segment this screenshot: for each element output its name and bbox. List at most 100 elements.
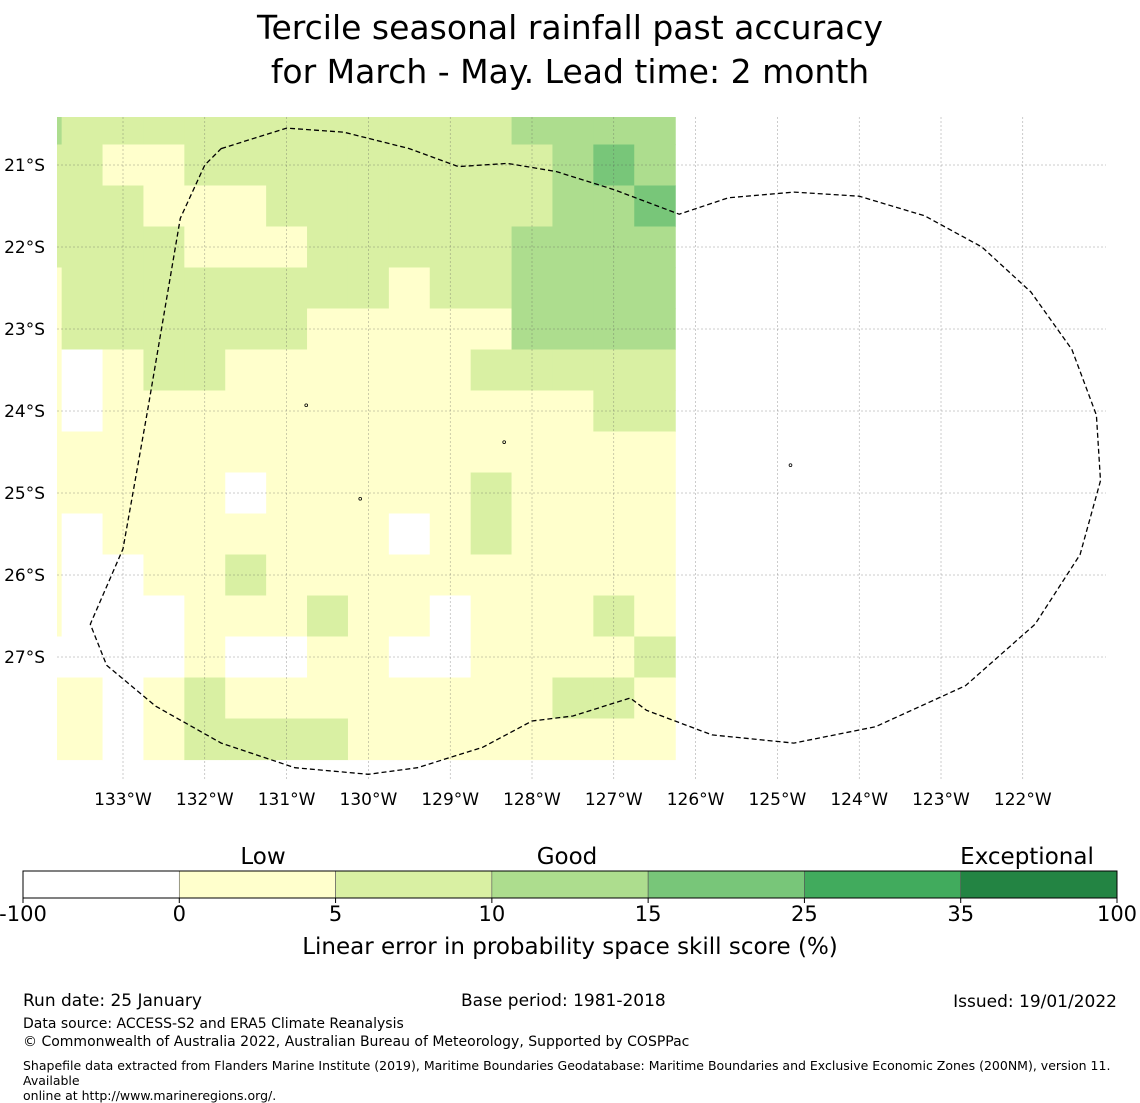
grid-cell — [429, 431, 472, 474]
grid-cell — [57, 677, 63, 720]
grid-cell — [634, 595, 676, 638]
longitude-labels: 133°W 132°W 131°W 130°W 129°W 128°W 127°W 126°W… — [94, 790, 1052, 810]
grid-cell — [57, 718, 63, 761]
colorbar-tick-label: 0 — [173, 902, 186, 926]
grid-cell — [552, 117, 594, 146]
grid-cell — [225, 472, 267, 515]
grid-cell — [307, 267, 349, 310]
grid-cell — [634, 718, 676, 761]
grid-cell — [307, 431, 349, 474]
latitude-label: 21°S — [4, 156, 45, 176]
grid-cell — [552, 554, 594, 597]
grid-cell — [470, 117, 513, 146]
grid-cell — [184, 513, 226, 556]
grid-cell — [143, 226, 185, 269]
grid-cell — [184, 636, 226, 679]
grid-cell — [470, 390, 513, 433]
graticule — [57, 117, 1106, 780]
grid-cell — [593, 226, 635, 269]
grid-cell — [347, 677, 390, 720]
grid-cell — [511, 677, 554, 720]
grid-cell — [511, 554, 554, 597]
grid-cell — [552, 267, 594, 310]
grid-cell — [102, 226, 145, 269]
grid-cell — [347, 267, 390, 310]
grid-cell — [429, 349, 472, 392]
grid-cell — [102, 117, 145, 146]
grid-cell — [143, 144, 185, 187]
grid-cell — [225, 431, 267, 474]
colorbar-segment — [647, 870, 805, 899]
grid-cell — [225, 349, 267, 392]
colorbar-segment — [22, 870, 180, 899]
grid-cell — [388, 677, 431, 720]
grid-cell — [143, 718, 185, 761]
grid-cell — [347, 226, 390, 269]
longitude-label: 126°W — [667, 790, 725, 810]
colorbar-ticks: -100 0 5 10 15 25 35 100 — [0, 898, 1137, 926]
grid-cell — [429, 117, 472, 146]
grid-cell — [388, 226, 431, 269]
grid-cell — [388, 554, 431, 597]
grid-cell — [57, 308, 63, 351]
grid-cell — [102, 185, 145, 228]
grid-cell — [57, 554, 63, 597]
grid-cell — [61, 185, 104, 228]
grid-cell — [511, 472, 554, 515]
grid-cell — [429, 185, 472, 228]
longitude-label: 132°W — [176, 790, 234, 810]
grid-cell — [266, 117, 308, 146]
grid-cell — [470, 472, 513, 515]
grid-cell — [511, 718, 554, 761]
grid-cell — [225, 308, 267, 351]
grid-cell — [552, 431, 594, 474]
grid-cell — [102, 718, 145, 761]
grid-cell — [347, 308, 390, 351]
latitude-label: 22°S — [4, 238, 45, 258]
run-date: Run date: 25 January — [23, 991, 202, 1011]
islands — [304, 403, 793, 501]
grid-cell — [552, 636, 594, 679]
grid-cell — [429, 513, 472, 556]
copyright: © Commonwealth of Australia 2022, Austra… — [23, 1034, 690, 1050]
grid-cell — [470, 226, 513, 269]
grid-cell — [347, 718, 390, 761]
grid-cell — [102, 144, 145, 187]
grid-cell — [347, 636, 390, 679]
colorbar-tick-label: 5 — [329, 902, 342, 926]
colorbar-tick-label: 35 — [947, 902, 974, 926]
grid-cell — [225, 390, 267, 433]
grid-cell — [61, 472, 104, 515]
colorbar-title-low: Low — [240, 844, 285, 870]
grid-cell — [102, 308, 145, 351]
grid-cell — [307, 636, 349, 679]
latitude-label: 27°S — [4, 648, 45, 668]
data-source: Data source: ACCESS-S2 and ERA5 Climate … — [23, 1016, 404, 1032]
grid-cell — [184, 390, 226, 433]
longitude-label: 130°W — [340, 790, 398, 810]
grid-cell — [143, 595, 185, 638]
grid-cell — [225, 144, 267, 187]
grid-cell — [634, 554, 676, 597]
grid-cell — [470, 185, 513, 228]
grid-cell — [634, 144, 676, 187]
grid-cell — [143, 677, 185, 720]
grid-cell — [347, 472, 390, 515]
grid-cell — [511, 595, 554, 638]
grid-cell — [470, 267, 513, 310]
latitude-label: 24°S — [4, 402, 45, 422]
colorbar-frame — [22, 870, 1118, 899]
colorbar-tick-label: 15 — [635, 902, 662, 926]
grid-cell — [634, 226, 676, 269]
longitude-label: 133°W — [94, 790, 152, 810]
grid-cell — [307, 226, 349, 269]
grid-cell — [593, 185, 635, 228]
grid-cell — [57, 636, 63, 679]
grid-cell — [634, 390, 676, 433]
shapefile-credit-line-2: online at http://www.marineregions.org/. — [23, 1088, 277, 1103]
grid-cell — [225, 513, 267, 556]
grid-cell — [307, 185, 349, 228]
grid-cell — [143, 554, 185, 597]
colorbar-tick-label: 25 — [791, 902, 818, 926]
colorbar-segments — [22, 870, 1118, 899]
